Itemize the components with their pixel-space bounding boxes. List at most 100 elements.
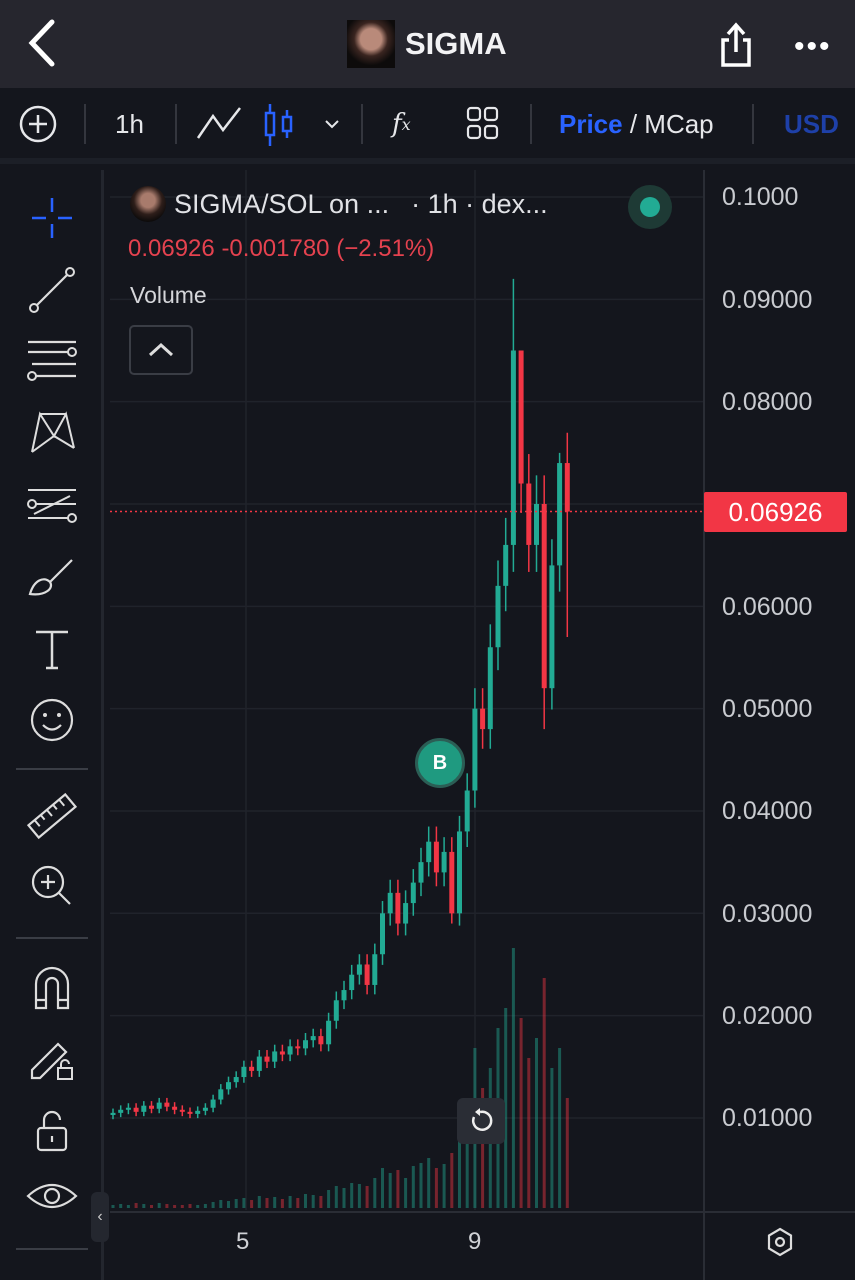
candle-body <box>426 841 432 863</box>
volume-bar <box>327 1190 331 1208</box>
volume-bar <box>273 1197 277 1208</box>
drawing-tools-sidebar <box>0 170 104 1280</box>
candle-body <box>441 851 447 873</box>
currency-toggle[interactable]: USD <box>784 108 839 139</box>
volume-bar <box>465 1118 469 1208</box>
candle-body <box>141 1105 147 1112</box>
candle-body <box>210 1099 216 1108</box>
add-indicator-icon[interactable] <box>18 88 58 160</box>
price-mcap-toggle[interactable]: Price / MCap <box>559 88 714 160</box>
chevron-down-icon[interactable] <box>322 88 342 160</box>
candle-body <box>187 1111 193 1114</box>
candle-body <box>233 1077 239 1083</box>
price-label: 0.08000 <box>722 388 813 416</box>
layout-grid-icon[interactable] <box>466 88 500 160</box>
candle-body <box>241 1066 247 1078</box>
candle-body <box>133 1107 139 1112</box>
text-tool-icon[interactable] <box>24 622 80 678</box>
candles-icon[interactable] <box>263 88 297 160</box>
candle-body <box>564 463 570 512</box>
page-title: SIGMA <box>405 26 507 61</box>
candle-body <box>125 1107 131 1110</box>
candle-body <box>272 1051 278 1062</box>
volume-bar <box>296 1198 300 1208</box>
reset-chart-button[interactable] <box>457 1098 505 1144</box>
line-chart-icon[interactable] <box>195 88 243 160</box>
candle-body <box>510 350 516 545</box>
crosshair-icon[interactable] <box>24 190 80 246</box>
volume-bar <box>188 1204 192 1208</box>
divider <box>175 104 177 144</box>
back-chevron-icon[interactable] <box>22 18 62 68</box>
reset-icon <box>471 1108 493 1131</box>
volume-bar <box>342 1188 346 1208</box>
divider <box>752 104 754 144</box>
fib-tool-icon[interactable] <box>24 478 80 534</box>
symbol-name[interactable]: SIGMA/SOL on ... <box>174 188 390 219</box>
candle-body <box>218 1089 224 1100</box>
candle-body <box>110 1112 116 1116</box>
volume-bar <box>119 1204 123 1208</box>
candle-body <box>156 1102 162 1109</box>
candle-body <box>449 851 455 914</box>
volume-bar <box>319 1196 323 1208</box>
candle-body <box>410 882 416 904</box>
volume-bar <box>519 1018 523 1208</box>
chevron-up-icon <box>148 342 174 357</box>
candle-body <box>264 1056 270 1062</box>
current-price-tag: 0.06926 <box>704 492 847 532</box>
magnet-icon[interactable] <box>24 960 80 1016</box>
volume-bar <box>542 978 546 1208</box>
mcap-option[interactable]: MCap <box>644 108 714 139</box>
trend-line-icon[interactable] <box>24 262 80 318</box>
candle-body <box>487 647 493 730</box>
volume-bar <box>211 1202 215 1208</box>
volume-bar <box>242 1198 246 1208</box>
candle-body <box>433 841 439 873</box>
volume-bar <box>365 1186 369 1208</box>
volume-bar <box>227 1201 230 1208</box>
price-option[interactable]: Price <box>559 108 623 139</box>
candle-body <box>164 1102 170 1107</box>
candle-body <box>149 1105 154 1109</box>
volume-bar <box>157 1203 161 1208</box>
interval-button[interactable]: 1h <box>115 108 144 139</box>
brush-icon[interactable] <box>24 550 80 606</box>
token-title: SIGMA <box>347 20 507 68</box>
volume-bar <box>381 1168 384 1208</box>
zoom-in-icon[interactable] <box>24 858 80 914</box>
collapse-legend-button[interactable] <box>129 325 193 375</box>
volume-bar <box>134 1203 138 1208</box>
share-icon[interactable] <box>718 22 754 68</box>
candle-body <box>341 990 347 1001</box>
candle-body <box>557 463 563 566</box>
pattern-icon[interactable] <box>24 402 80 458</box>
candle-body <box>172 1106 178 1110</box>
horizontal-lines-icon[interactable] <box>24 330 80 386</box>
candle-body <box>395 892 401 924</box>
emoji-icon[interactable] <box>24 692 80 748</box>
volume-bar <box>257 1196 261 1208</box>
more-icon[interactable]: ••• <box>794 30 832 63</box>
sidebar-collapse-handle[interactable]: ‹ <box>91 1192 109 1242</box>
eye-icon[interactable] <box>24 1170 80 1226</box>
volume-bar <box>550 1068 554 1208</box>
candle-body <box>195 1110 201 1114</box>
candle-body <box>179 1109 185 1112</box>
chart-legend: SIGMA/SOL on ... · 1h · dex... <box>130 186 548 222</box>
candle-body <box>256 1056 262 1071</box>
lock-drawings-icon[interactable] <box>24 1030 80 1086</box>
ruler-icon[interactable] <box>24 788 80 844</box>
lock-icon[interactable] <box>24 1102 80 1158</box>
chart-settings-icon[interactable] <box>764 1226 796 1258</box>
price-label: 0.1000 <box>722 183 799 211</box>
candle-body <box>287 1046 293 1055</box>
buy-marker[interactable]: B <box>415 738 465 788</box>
separator: / <box>622 108 645 139</box>
volume-label: Volume <box>130 282 207 308</box>
volume-bar <box>427 1158 431 1208</box>
candle-body <box>279 1051 285 1055</box>
volume-bar <box>481 1088 485 1208</box>
volume-bar <box>165 1204 169 1208</box>
